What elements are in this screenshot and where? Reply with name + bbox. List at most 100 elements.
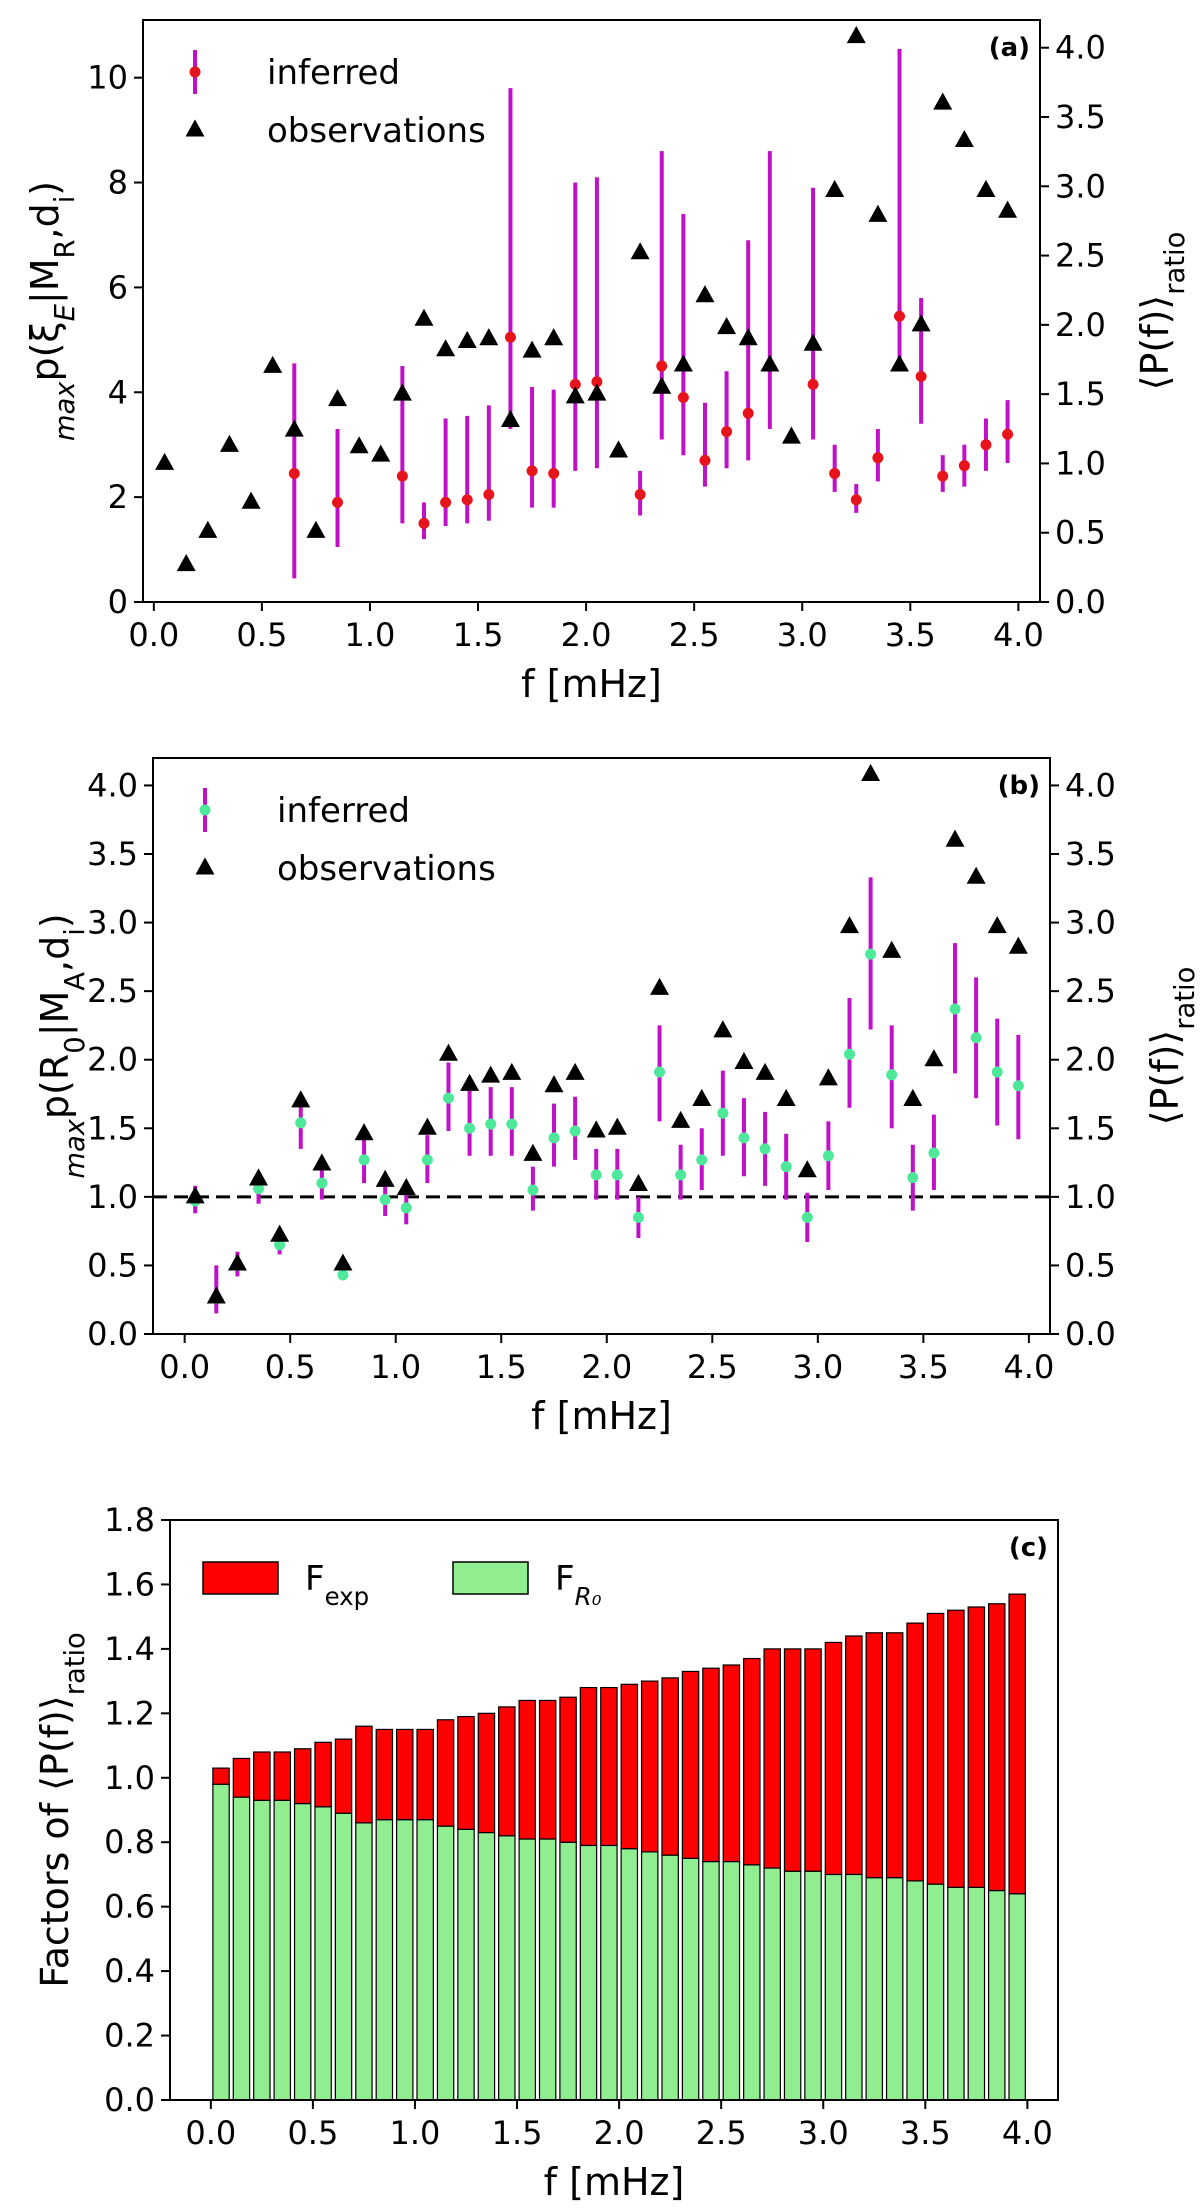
bar-f-r0 — [620, 1848, 639, 2101]
legend-label: observations — [267, 111, 486, 151]
bar-f-r0 — [253, 1799, 271, 2101]
y-right-tick-label: 1.0 — [1055, 444, 1106, 482]
panel-c: 0.0 0.5 1.0 1.5 2.0 2.5 3.0 3.5 4.0 0.0 0.2 0.4 0.6 0… — [33, 1501, 1059, 2204]
bar-f-exp — [681, 1670, 700, 1859]
bar-f-exp — [804, 1648, 822, 1872]
inferred-point — [958, 460, 970, 472]
panel-label: (c) — [1009, 1533, 1048, 1563]
x-tick-label: 4.0 — [993, 616, 1044, 654]
inferred-point — [379, 1194, 391, 1206]
observation-marker — [436, 339, 456, 357]
plot-frame — [152, 757, 1051, 1335]
legend-inferred-marker — [189, 66, 201, 78]
bar-f-exp — [824, 1641, 843, 1876]
bar-f-r0 — [334, 1812, 353, 2101]
bar-f-r0 — [395, 1819, 414, 2101]
observation-marker — [502, 1062, 522, 1080]
bar-f-exp — [885, 1632, 904, 1879]
observation-marker — [544, 1075, 564, 1093]
observation-marker — [998, 200, 1018, 218]
legend-label-f-exp: Fexp — [305, 1559, 369, 1611]
observation-marker — [903, 1088, 923, 1106]
inferred-point — [548, 1132, 560, 1144]
bar-f-r0 — [579, 1844, 598, 2101]
inferred-point — [937, 470, 949, 482]
observation-marker — [818, 1068, 838, 1086]
inferred-point — [886, 1069, 898, 1081]
observation-marker — [565, 1062, 585, 1080]
bar-f-exp — [640, 1680, 659, 1853]
x-tick-label: 0.5 — [265, 1348, 316, 1386]
bar-f-exp — [579, 1686, 598, 1847]
observation-marker — [776, 1088, 796, 1106]
x-tick-label: 2.0 — [581, 1348, 632, 1386]
observation-marker — [825, 179, 845, 197]
bar-f-exp — [906, 1622, 924, 1882]
bar-f-exp — [722, 1664, 741, 1863]
inferred-point — [850, 494, 862, 506]
legend-label: inferred — [277, 791, 410, 831]
bar-f-exp — [987, 1603, 1006, 1892]
x-tick-label: 1.5 — [476, 1348, 527, 1386]
observation-marker — [270, 1224, 290, 1242]
inferred-point — [696, 1154, 708, 1166]
y-right-axis-label: ⟨P(f)⟩ratio — [1133, 232, 1191, 391]
observation-marker — [987, 916, 1007, 934]
observation-marker — [155, 452, 175, 470]
inferred-point — [721, 426, 733, 438]
y-tick-label: 0 — [108, 583, 128, 621]
bar-f-exp — [395, 1728, 414, 1821]
observation-marker — [911, 314, 931, 332]
observation-marker — [692, 1088, 712, 1106]
bar-f-exp — [763, 1648, 781, 1869]
bar-f-r0 — [702, 1860, 720, 2101]
x-tick-label: 0.5 — [287, 2114, 338, 2152]
observation-marker — [392, 383, 412, 401]
x-tick-label: 0.0 — [159, 1348, 210, 1386]
bar-f-exp — [538, 1699, 557, 1840]
inferred-point — [980, 439, 992, 451]
inferred-point — [742, 407, 754, 419]
bar-f-r0 — [498, 1835, 516, 2101]
inferred-point — [288, 468, 300, 480]
legend-label: inferred — [267, 53, 400, 93]
inferred-point — [504, 331, 516, 343]
observation-marker — [198, 520, 218, 538]
bar-f-r0 — [987, 1889, 1006, 2101]
inferred-point — [400, 1202, 412, 1214]
observation-marker — [544, 328, 564, 346]
y-tick-label: 0.2 — [104, 2017, 155, 2055]
observation-marker — [760, 354, 780, 372]
y-right-tick-label: 1.5 — [1055, 375, 1106, 413]
bar-f-r0 — [416, 1819, 434, 2101]
y-tick-label: 3.0 — [87, 904, 138, 942]
inferred-point — [316, 1177, 328, 1189]
legend-observation-marker — [185, 119, 205, 137]
observation-marker — [306, 520, 326, 538]
bar-f-r0 — [824, 1873, 843, 2101]
legend-label-f-r0: FR₀ — [555, 1559, 602, 1611]
inferred-point — [442, 1092, 454, 1104]
observation-marker — [673, 354, 693, 372]
bar-f-exp — [355, 1725, 373, 1824]
bar-f-exp — [273, 1751, 292, 1801]
inferred-point — [759, 1143, 771, 1155]
observation-marker — [882, 940, 902, 958]
y-tick-label: 0.8 — [104, 1823, 155, 1861]
bar-f-r0 — [681, 1857, 700, 2101]
observation-marker — [803, 333, 823, 351]
x-axis-label: f [mHz] — [521, 662, 662, 706]
bar-f-r0 — [722, 1860, 741, 2101]
observation-marker — [924, 1049, 944, 1067]
bar-f-exp — [865, 1632, 884, 1879]
x-tick-label: 3.5 — [885, 616, 936, 654]
bar-f-r0 — [457, 1828, 475, 2101]
observation-marker — [976, 179, 996, 197]
bar-f-exp — [559, 1696, 577, 1843]
y-right-tick-label: 2.0 — [1065, 1041, 1116, 1079]
observation-marker — [587, 383, 607, 401]
y-tick-label: 1.2 — [104, 1694, 155, 1732]
observation-marker — [628, 1173, 648, 1192]
observation-marker — [650, 977, 670, 995]
